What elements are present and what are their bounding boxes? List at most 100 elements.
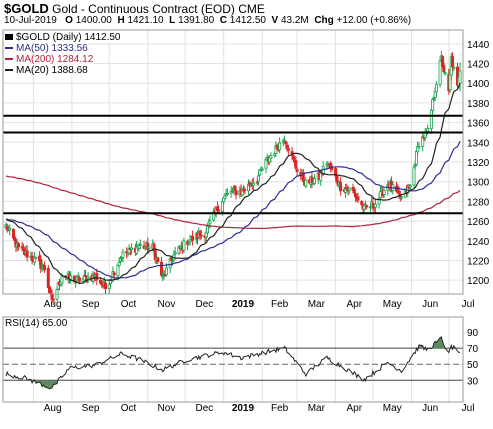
axes: 1200 1220 1240 1260 1280 1300 1320 1340 1360 1380… — [2, 29, 490, 414]
price-x-tick-label: Feb — [271, 299, 289, 310]
open-label: O — [65, 15, 73, 26]
change-label: Chg — [314, 15, 334, 26]
rsi-y-tick-label: 90 — [467, 328, 479, 339]
candle-body — [34, 257, 38, 259]
price-panel-frame — [2, 29, 464, 295]
candle-body — [182, 240, 186, 251]
legend-price: $GOLD (Daily) 1412.50 — [5, 32, 121, 43]
candle-body — [225, 192, 229, 195]
candle-body — [284, 141, 288, 145]
candle-body — [8, 228, 12, 231]
candle-body — [104, 282, 108, 290]
exchange: CME — [238, 2, 265, 16]
candle-body — [60, 276, 64, 284]
support-resistance-lines — [3, 114, 463, 215]
candle-body — [51, 298, 55, 301]
rsi-grid — [3, 317, 463, 402]
candle-body — [260, 168, 264, 171]
price-x-tick-label: Apr — [346, 299, 362, 310]
candle-body — [171, 260, 175, 263]
rsi-x-tick-label: Aug — [44, 403, 62, 414]
candle-body — [373, 203, 377, 208]
price-y-tick-label: 1280 — [467, 197, 490, 208]
rsi-y-tick-label: 70 — [467, 344, 479, 355]
candle-body — [130, 247, 134, 250]
price-y-tick-label: 1420 — [467, 60, 490, 71]
price-x-tick-label: 2019 — [232, 299, 255, 310]
candle-body — [77, 277, 81, 282]
candle-body — [46, 267, 50, 288]
description: Gold - Continuous Contract (EOD) — [52, 2, 235, 16]
price-y-tick-label: 1380 — [467, 99, 490, 110]
candle-body — [156, 257, 160, 263]
legend-ma50-swatch — [5, 47, 13, 50]
legend-ma20-label: MA(20) 1388.68 — [16, 65, 88, 76]
candle-body — [208, 220, 212, 224]
rsi-x-tick-label: Apr — [346, 403, 362, 414]
close-value: 1412.50 — [229, 15, 266, 26]
candle-body — [434, 84, 438, 93]
candle-body — [43, 265, 47, 270]
candle-body — [360, 201, 364, 205]
symbol: $GOLD — [4, 1, 49, 16]
price-x-tick-label: Sep — [82, 299, 100, 310]
candle-body — [269, 155, 273, 159]
legend-price-label: $GOLD (Daily) 1412.50 — [16, 32, 121, 43]
candle-body — [347, 187, 351, 191]
candle-body — [452, 67, 456, 69]
price-grid — [3, 30, 463, 294]
price-y-tick-label: 1360 — [467, 119, 490, 130]
candle-body — [408, 185, 412, 188]
candle-body — [295, 169, 299, 172]
candle-body — [199, 234, 203, 237]
rsi-x-tick-label: 2019 — [232, 403, 255, 414]
price-y-tick-label: 1320 — [467, 158, 490, 169]
candle-body — [278, 142, 282, 151]
rsi-x-tick-label: Mar — [308, 403, 326, 414]
rsi-series-line — [5, 336, 461, 390]
candle-body — [25, 250, 29, 258]
moving-average-lines — [5, 82, 461, 285]
ma50-line — [5, 141, 461, 279]
candle-body — [417, 146, 421, 149]
candle-body — [191, 236, 195, 241]
candle-body — [339, 182, 343, 192]
date-readout: 10-Jul-2019 — [4, 15, 57, 26]
high-value: 1421.10 — [127, 15, 164, 26]
rsi-x-tick-label: Oct — [121, 403, 137, 414]
ma20-line — [5, 82, 461, 285]
candle-body — [173, 252, 177, 255]
legend-ma50: MA(50) 1333.56 — [5, 43, 88, 54]
price-y-tick-label: 1440 — [467, 40, 490, 51]
low-label: L — [169, 15, 176, 26]
candle-body — [294, 160, 298, 169]
price-y-tick-label: 1240 — [467, 237, 490, 248]
rsi-line — [5, 336, 461, 390]
candle-body — [286, 148, 290, 151]
price-x-tick-label: Jul — [462, 299, 475, 310]
price-x-tick-label: May — [383, 299, 402, 310]
rsi-panel-frame — [2, 316, 464, 403]
rsi-y-tick-label: 50 — [467, 360, 479, 371]
legend-ma20: MA(20) 1388.68 — [5, 65, 88, 76]
price-x-tick-label: Oct — [121, 299, 137, 310]
open-value: 1400.00 — [75, 15, 112, 26]
rsi-overbought-fill — [432, 336, 444, 349]
candle-body — [356, 196, 360, 201]
volume-label: V — [271, 15, 279, 26]
candle-body — [121, 251, 125, 258]
legend-ma20-swatch — [5, 69, 13, 72]
candle-body — [16, 243, 20, 248]
rsi-oversold-fill — [35, 380, 57, 389]
price-y-tick-label: 1200 — [467, 276, 490, 287]
rsi-x-tick-label: Sep — [82, 403, 100, 414]
price-candles — [4, 51, 462, 305]
candle-body — [84, 275, 88, 277]
volume-value: 43.2M — [280, 15, 309, 26]
ma200-line — [5, 175, 461, 229]
candle-body — [206, 225, 210, 234]
candle-body — [117, 262, 121, 266]
candle-body — [352, 188, 356, 194]
